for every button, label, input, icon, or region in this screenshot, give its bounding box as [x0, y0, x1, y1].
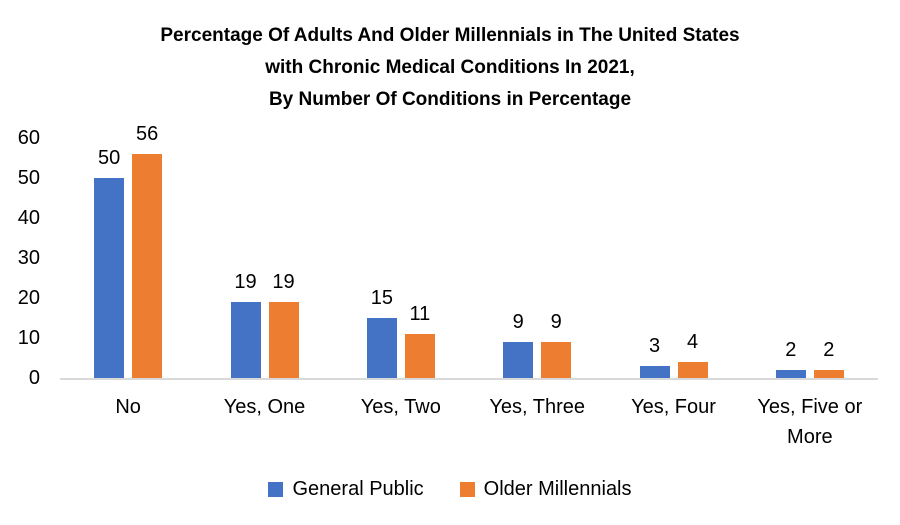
x-axis-line [60, 378, 878, 380]
value-label-general-public-yes-two: 15 [370, 287, 393, 309]
legend-label-older-millennials: Older Millennials [483, 478, 632, 500]
value-label-general-public-yes-one: 19 [234, 271, 257, 293]
x-tick-label-no: No [115, 396, 141, 418]
y-tick-label-40: 40 [17, 207, 40, 229]
y-tick-label-10: 10 [17, 327, 40, 349]
bar-older-millennials-yes-five-or-more [813, 370, 844, 378]
bar-older-millennials-no [132, 154, 163, 378]
plot-area: 0 10 20 30 40 50 60 50 56 No 19 19 Yes, One 15 11 Yes, … [17, 123, 878, 448]
bar-general-public-yes-three [503, 342, 534, 378]
x-tick-label-yes-one: Yes, One [223, 396, 306, 418]
legend-swatch-older-millennials [459, 482, 475, 497]
legend-label-general-public: General Public [292, 478, 424, 500]
legend-item-general-public: General Public [268, 478, 424, 501]
y-tick-label-30: 30 [17, 247, 40, 269]
bar-general-public-yes-five-or-more [775, 370, 806, 378]
x-tick-label-yes-three: Yes, Three [489, 396, 585, 418]
value-label-general-public-no: 50 [98, 147, 121, 169]
x-tick-label-yes-five-or-more: Yes, Five or More [757, 396, 863, 448]
value-label-general-public-yes-five-or-more: 2 [785, 339, 797, 361]
value-label-older-millennials-yes-one: 19 [272, 271, 295, 293]
value-label-older-millennials-yes-five-or-more: 2 [823, 339, 835, 361]
x-tick-label-yes-two: Yes, Two [360, 396, 441, 418]
y-tick-label-50: 50 [17, 167, 40, 189]
legend-item-older-millennials: Older Millennials [459, 478, 632, 501]
value-label-older-millennials-no: 56 [136, 123, 159, 145]
bar-older-millennials-yes-four [677, 362, 708, 378]
bar-general-public-no [94, 178, 125, 378]
value-label-general-public-yes-four: 3 [648, 335, 661, 357]
value-label-general-public-yes-three: 9 [512, 311, 524, 333]
x-tick-label-yes-four: Yes, Four [631, 396, 716, 418]
bar-general-public-yes-four [639, 366, 670, 378]
value-label-older-millennials-yes-two: 11 [409, 303, 431, 325]
bar-older-millennials-yes-one [268, 302, 299, 378]
value-label-older-millennials-yes-three: 9 [550, 311, 562, 333]
value-label-older-millennials-yes-four: 4 [686, 331, 699, 353]
y-tick-label-20: 20 [17, 287, 40, 309]
legend-swatch-general-public [268, 482, 284, 497]
y-tick-label-60: 60 [17, 127, 40, 149]
bar-general-public-yes-one [230, 302, 261, 378]
bar-older-millennials-yes-three [541, 342, 572, 378]
y-tick-label-0: 0 [28, 367, 40, 389]
chart-title: Percentage Of Adults And Older Millennia… [160, 25, 740, 110]
bar-general-public-yes-two [366, 318, 397, 378]
legend: General Public Older Millennials [0, 478, 900, 501]
bar-older-millennials-yes-two [404, 334, 435, 378]
